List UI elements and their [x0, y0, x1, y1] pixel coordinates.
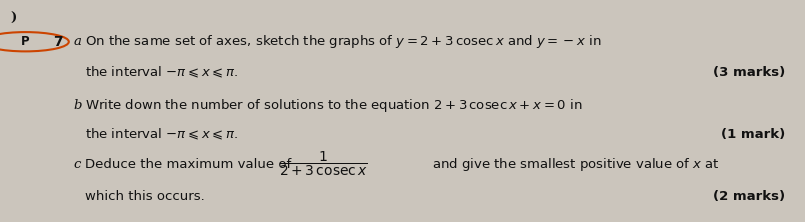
- Text: Write down the number of solutions to the equation $2+3\,\mathrm{cosec}\,x+x=0$ : Write down the number of solutions to th…: [85, 97, 583, 114]
- Text: and give the smallest positive value of $x$ at: and give the smallest positive value of …: [432, 156, 720, 173]
- Text: $\dfrac{1}{2+3\,\mathrm{cosec}\,x}$: $\dfrac{1}{2+3\,\mathrm{cosec}\,x}$: [279, 149, 368, 178]
- Text: Deduce the maximum value of: Deduce the maximum value of: [85, 158, 296, 171]
- Text: which this occurs.: which this occurs.: [85, 190, 205, 202]
- Text: a: a: [73, 35, 81, 48]
- Text: the interval $-\pi \leqslant x \leqslant \pi$.: the interval $-\pi \leqslant x \leqslant…: [85, 127, 238, 142]
- Text: (2 marks): (2 marks): [713, 190, 785, 202]
- Text: c: c: [73, 158, 81, 171]
- Text: ): ): [10, 12, 17, 25]
- Text: (3 marks): (3 marks): [713, 66, 785, 79]
- Text: (1 mark): (1 mark): [720, 128, 785, 141]
- Text: 7: 7: [53, 35, 63, 49]
- Circle shape: [0, 32, 68, 51]
- Text: On the same set of axes, sketch the graphs of $y=2+3\,\mathrm{cosec}\,x$ and $y=: On the same set of axes, sketch the grap…: [85, 33, 602, 50]
- Text: P: P: [21, 35, 30, 48]
- Text: the interval $-\pi \leqslant x \leqslant \pi$.: the interval $-\pi \leqslant x \leqslant…: [85, 65, 238, 80]
- Text: b: b: [73, 99, 82, 112]
